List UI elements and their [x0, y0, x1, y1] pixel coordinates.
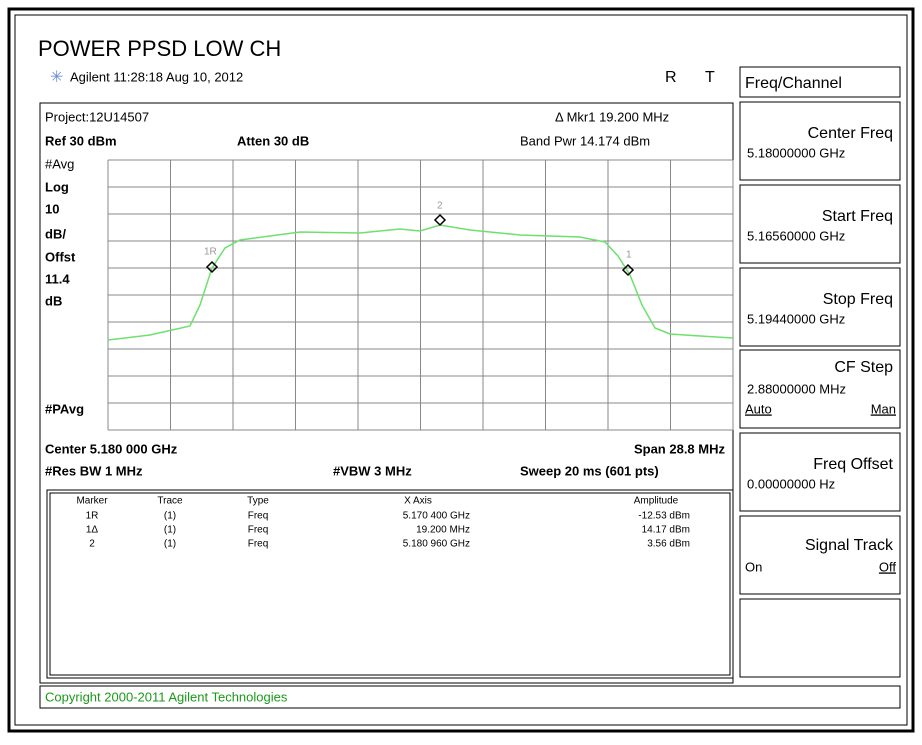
softkey	[739, 432, 901, 512]
vbw: #VBW 3 MHz	[333, 463, 412, 478]
softkey-label: Center Freq	[808, 125, 893, 142]
table-header: Type	[247, 496, 269, 507]
table-cell: 1Δ	[86, 525, 99, 536]
band-power: Band Pwr 14.174 dBm	[520, 133, 650, 148]
left-label: 11.4	[45, 271, 70, 286]
trace-marker-label: 2	[437, 201, 443, 212]
table-cell: (1)	[164, 511, 176, 522]
table-header: Trace	[157, 496, 183, 507]
softkey	[739, 267, 901, 347]
outer-frame	[7, 7, 915, 733]
left-label: #Avg	[45, 156, 74, 171]
softkey-option: Off	[879, 559, 896, 574]
softkey-value: 5.18000000 GHz	[747, 145, 845, 160]
table-cell: 5.170 400 GHz	[403, 511, 470, 522]
marker-table	[46, 489, 734, 679]
table-header: X Axis	[404, 496, 432, 507]
left-label: dB/	[45, 226, 66, 241]
table-cell: 3.56 dBm	[647, 539, 690, 550]
left-label: dB	[45, 293, 62, 308]
softkey-label: Start Freq	[822, 208, 893, 225]
menu-title: Freq/Channel	[745, 75, 842, 92]
table-cell: Freq	[248, 511, 269, 522]
softkey-option: Man	[871, 401, 896, 416]
table-cell: 19.200 MHz	[416, 525, 470, 536]
table-cell: 14.17 dBm	[642, 525, 690, 536]
marker-diamonds	[205, 213, 635, 277]
softkey-option: Auto	[745, 401, 772, 416]
table-cell: Freq	[248, 539, 269, 550]
table-cell: (1)	[164, 539, 176, 550]
softkey-label: Signal Track	[805, 537, 894, 554]
marker-readout: Δ Mkr1 19.200 MHz	[555, 109, 669, 124]
softkey-value: 0.00000000 Hz	[747, 476, 835, 491]
marker-table-inner	[49, 492, 731, 676]
softkey	[739, 184, 901, 264]
screen	[39, 102, 734, 684]
table-cell: (1)	[164, 525, 176, 536]
table-cell: 5.180 960 GHz	[403, 539, 470, 550]
left-label: Log	[45, 179, 69, 194]
flag: R	[665, 69, 677, 86]
softkey	[739, 349, 901, 429]
copyright: Copyright 2000-2011 Agilent Technologies	[45, 689, 288, 704]
table-cell: 1R	[86, 511, 99, 522]
copyright-box	[39, 685, 901, 709]
span: Span 28.8 MHz	[634, 441, 726, 456]
table-cell: -12.53 dBm	[638, 511, 690, 522]
table-cell: Freq	[248, 525, 269, 536]
res-bw: #Res BW 1 MHz	[45, 463, 143, 478]
ref-level: Ref 30 dBm	[45, 133, 117, 148]
table-header: Marker	[76, 496, 108, 507]
softkey-label: Freq Offset	[813, 456, 893, 473]
flag: T	[705, 69, 715, 86]
title: POWER PPSD LOW CH	[38, 36, 281, 61]
trace-marker-label: 1	[626, 250, 632, 261]
atten: Atten 30 dB	[237, 133, 309, 148]
project: Project:12U14507	[45, 109, 149, 124]
inner-frame	[14, 14, 908, 726]
softkey-label: Stop Freq	[823, 291, 893, 308]
softkey-label: CF Step	[834, 359, 893, 376]
left-label: #PAvg	[45, 401, 84, 416]
graticule	[107, 159, 734, 431]
table-header: Amplitude	[634, 496, 679, 507]
sweep: Sweep 20 ms (601 pts)	[520, 463, 659, 478]
softkey	[739, 101, 901, 181]
timestamp: Agilent 11:28:18 Aug 10, 2012	[70, 69, 243, 84]
softkey	[739, 598, 901, 678]
softkey-value: 2.88000000 MHz	[747, 381, 846, 396]
menu-title-box	[739, 66, 901, 98]
left-label: Offst	[45, 249, 76, 264]
softkey	[739, 515, 901, 595]
softkey-option: On	[745, 559, 762, 574]
softkey-value: 5.19440000 GHz	[747, 311, 845, 326]
table-cell: 2	[89, 539, 95, 550]
center: Center 5.180 000 GHz	[45, 441, 178, 456]
icon: ✳	[50, 69, 63, 86]
trace-marker-label: 1R	[204, 247, 217, 258]
left-label: 10	[45, 201, 59, 216]
softkey-value: 5.16560000 GHz	[747, 228, 845, 243]
